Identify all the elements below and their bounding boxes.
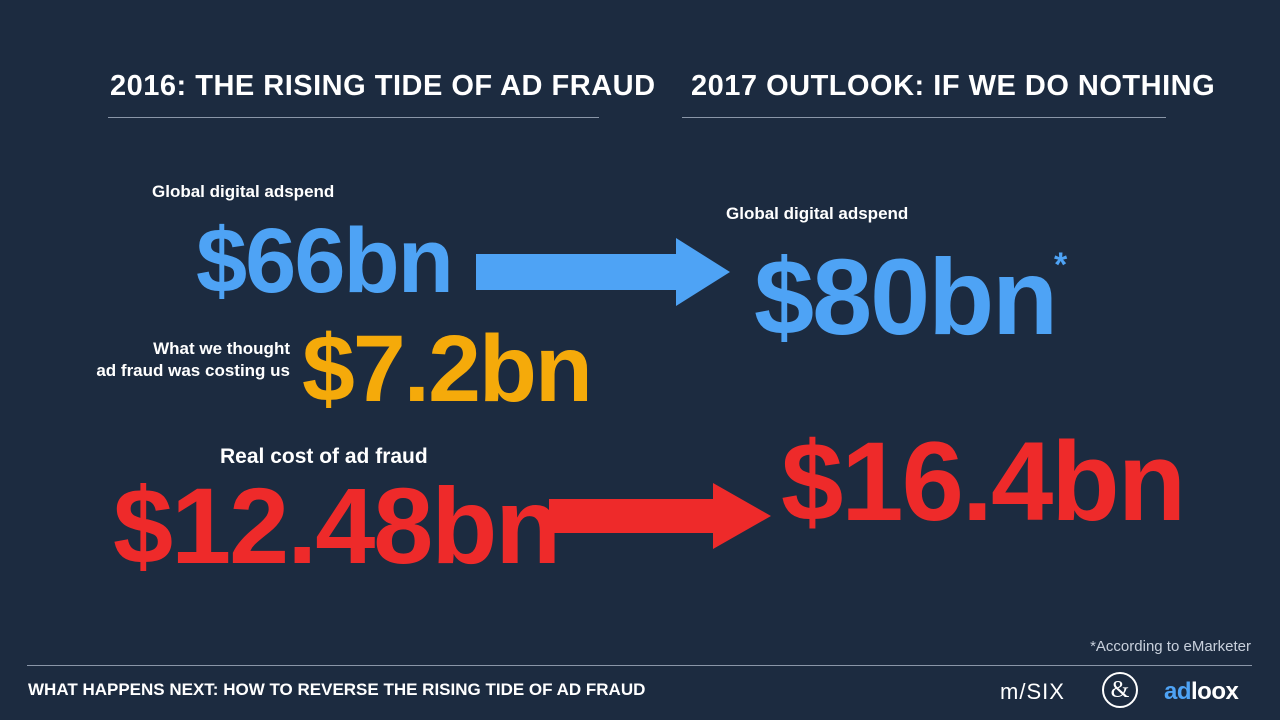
footer-divider bbox=[27, 665, 1252, 666]
right-adspend-label: Global digital adspend bbox=[726, 204, 909, 223]
left-heading-divider bbox=[108, 117, 599, 118]
real-cost-label: Real cost of ad fraud bbox=[220, 445, 428, 468]
right-heading: 2017 OUTLOOK: IF WE DO NOTHING bbox=[691, 70, 1216, 102]
arrow-right-icon bbox=[476, 238, 730, 306]
real-cost-value: $12.48bn bbox=[113, 465, 561, 586]
thought-label-line1: What we thought bbox=[153, 339, 290, 358]
adloox-logo-text: adloox bbox=[1164, 678, 1239, 706]
adloox-logo-loox: loox bbox=[1191, 678, 1239, 705]
projected-fraud-value: $16.4bn bbox=[781, 419, 1186, 544]
arrow-right-icon bbox=[549, 483, 771, 549]
thought-value: $7.2bn bbox=[302, 316, 593, 422]
left-adspend-label: Global digital adspend bbox=[152, 182, 335, 201]
right-adspend-value: $80bn bbox=[754, 236, 1058, 357]
adloox-logo: adloox bbox=[1164, 676, 1239, 708]
thought-label: What we thought ad fraud was costing us bbox=[60, 338, 290, 382]
footer-title: WHAT HAPPENS NEXT: HOW TO REVERSE THE RI… bbox=[28, 680, 646, 699]
ampersand-glyph: & bbox=[1110, 677, 1130, 703]
msix-logo: m/SIX bbox=[1000, 676, 1065, 708]
msix-logo-text: m/SIX bbox=[1000, 679, 1065, 704]
left-adspend-value: $66bn bbox=[196, 210, 454, 312]
left-heading: 2016: THE RISING TIDE OF AD FRAUD bbox=[110, 70, 656, 102]
thought-label-line2: ad fraud was costing us bbox=[96, 361, 290, 380]
asterisk-footnote-mark: * bbox=[1054, 246, 1068, 284]
adloox-logo-ad: ad bbox=[1164, 678, 1192, 705]
source-footnote: *According to eMarketer bbox=[1090, 638, 1251, 655]
ampersand-logo: & bbox=[1102, 672, 1138, 708]
right-heading-divider bbox=[682, 117, 1166, 118]
